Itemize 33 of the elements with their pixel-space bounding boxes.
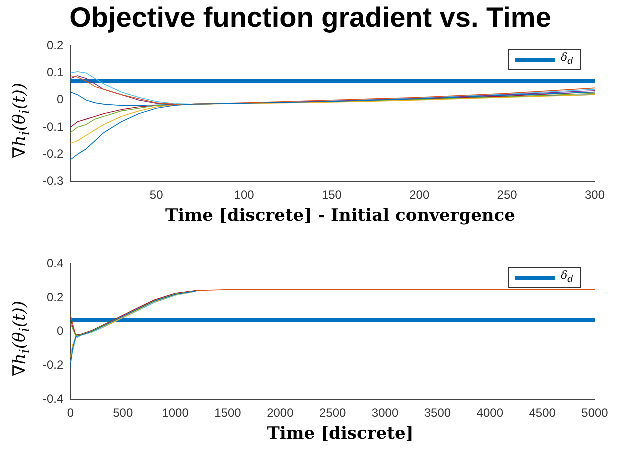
x-tick-label: 300 <box>584 188 606 202</box>
y-tick-label: 0.2 <box>46 38 64 53</box>
x-tick-label: 0 <box>67 406 74 420</box>
x-tick-label: 1000 <box>162 406 190 420</box>
x-tick-label: 250 <box>497 188 518 202</box>
x-tick-label: 3500 <box>424 406 452 420</box>
x-tick-label: 2500 <box>319 406 347 420</box>
y-tick-label: 0.1 <box>46 66 64 80</box>
y-tick-label: -0.2 <box>42 146 64 161</box>
x-tick-label: 150 <box>322 188 342 202</box>
chart-title: Objective function gradient vs. Time <box>68 1 552 35</box>
x-tick-label: 4000 <box>476 406 504 420</box>
x-axis-title: Time [discrete] - Initial convergence <box>164 206 516 228</box>
y-tick-label: 0.2 <box>46 290 64 304</box>
legend-label: δ$_{d}$ <box>561 268 574 288</box>
y-tick-label: -0.2 <box>42 358 64 372</box>
legend-label: δ$_{d}$ <box>561 50 574 70</box>
y-tick-label: 0 <box>56 324 64 338</box>
x-tick-label: 4500 <box>529 406 556 420</box>
x-tick-label: 5000 <box>582 406 609 420</box>
x-tick-label: 200 <box>410 188 430 202</box>
x-tick-label: 3000 <box>372 406 399 420</box>
x-tick-label: 100 <box>234 188 255 202</box>
y-tick-label: -0.3 <box>42 174 64 188</box>
y-tick-label: 0 <box>56 92 64 107</box>
y-tick-label: -0.4 <box>42 392 64 406</box>
y-tick-label: 0.4 <box>46 256 64 271</box>
y-tick-label: -0.1 <box>42 120 64 134</box>
x-tick-label: 50 <box>150 188 164 202</box>
x-tick-label: 500 <box>113 406 134 420</box>
x-axis-title: Time [discrete] <box>266 424 415 446</box>
x-tick-label: 1500 <box>214 406 242 420</box>
x-tick-label: 2000 <box>267 406 294 420</box>
